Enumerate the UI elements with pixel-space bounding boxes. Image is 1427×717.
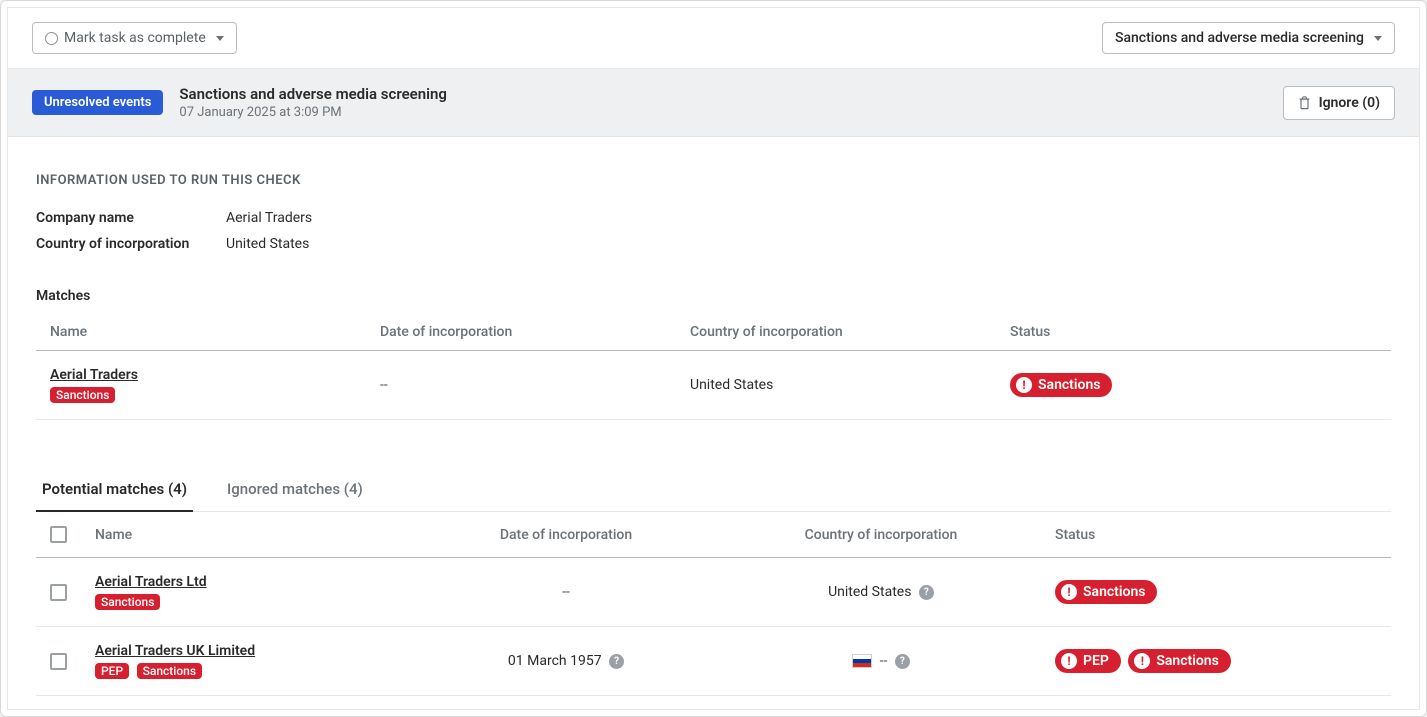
event-title: Sanctions and adverse media screening bbox=[179, 85, 447, 103]
chevron-down-icon bbox=[1374, 36, 1382, 41]
help-icon[interactable]: ? bbox=[895, 654, 910, 669]
alert-icon: ! bbox=[1061, 653, 1077, 669]
info-row: Country of incorporation United States bbox=[36, 236, 1391, 252]
match-country: United States bbox=[828, 584, 911, 600]
col-status: Status bbox=[1041, 512, 1391, 558]
info-value: United States bbox=[226, 236, 309, 252]
sanctions-tag: Sanctions bbox=[50, 387, 115, 403]
col-date: Date of incorporation bbox=[366, 314, 676, 351]
screening-dropdown-label: Sanctions and adverse media screening bbox=[1115, 30, 1364, 46]
alert-icon: ! bbox=[1016, 377, 1032, 393]
info-section-heading: Information used to run this check bbox=[36, 173, 1391, 188]
col-date: Date of incorporation bbox=[411, 512, 721, 558]
chevron-down-icon bbox=[216, 36, 224, 41]
tab-ignored-matches[interactable]: Ignored matches (4) bbox=[221, 468, 369, 512]
trash-icon bbox=[1298, 96, 1311, 110]
screening-dropdown[interactable]: Sanctions and adverse media screening bbox=[1102, 22, 1395, 54]
pep-tag: PEP bbox=[95, 663, 129, 679]
match-row: Aerial Traders Sanctions -- United State… bbox=[36, 351, 1391, 420]
match-tabs: Potential matches (4) Ignored matches (4… bbox=[36, 468, 1391, 512]
row-checkbox[interactable] bbox=[50, 653, 67, 670]
info-label: Country of incorporation bbox=[36, 236, 206, 252]
info-value: Aerial Traders bbox=[226, 210, 312, 226]
col-country: Country of incorporation bbox=[721, 512, 1041, 558]
status-label: Sanctions bbox=[1083, 584, 1145, 600]
match-date: -- bbox=[380, 377, 388, 393]
match-date: -- bbox=[562, 584, 570, 600]
match-date: 01 March 1957 bbox=[508, 653, 602, 669]
alert-icon: ! bbox=[1134, 653, 1150, 669]
potential-match-row: Aerial Traders Ltd Sanctions -- United S… bbox=[36, 558, 1391, 627]
match-name-link[interactable]: Aerial Traders UK Limited bbox=[95, 643, 255, 659]
alert-icon: ! bbox=[1061, 584, 1077, 600]
status-sanctions-pill: ! Sanctions bbox=[1010, 373, 1112, 397]
status-pep-pill: ! PEP bbox=[1055, 649, 1121, 673]
match-country: -- bbox=[880, 653, 888, 669]
ignore-label: Ignore (0) bbox=[1319, 95, 1380, 111]
help-icon[interactable]: ? bbox=[919, 585, 934, 600]
info-row: Company name Aerial Traders bbox=[36, 210, 1391, 226]
status-sanctions-pill: ! Sanctions bbox=[1128, 649, 1230, 673]
event-meta: Sanctions and adverse media screening 07… bbox=[179, 85, 447, 120]
status-label: PEP bbox=[1083, 653, 1109, 669]
mark-complete-button[interactable]: Mark task as complete bbox=[32, 22, 237, 54]
status-sanctions-pill: ! Sanctions bbox=[1055, 580, 1157, 604]
match-country: United States bbox=[690, 377, 773, 393]
potential-match-row: Aerial Traders UK Limited PEP Sanctions … bbox=[36, 627, 1391, 696]
col-name: Name bbox=[81, 512, 411, 558]
col-status: Status bbox=[996, 314, 1391, 351]
event-header: Unresolved events Sanctions and adverse … bbox=[8, 69, 1419, 137]
ignore-button[interactable]: Ignore (0) bbox=[1283, 86, 1395, 120]
event-date: 07 January 2025 at 3:09 PM bbox=[179, 105, 447, 120]
matches-heading: Matches bbox=[36, 288, 1391, 304]
top-bar: Mark task as complete Sanctions and adve… bbox=[8, 8, 1419, 69]
info-label: Company name bbox=[36, 210, 206, 226]
col-name: Name bbox=[36, 314, 366, 351]
match-name-link[interactable]: Aerial Traders Ltd bbox=[95, 574, 207, 590]
col-country: Country of incorporation bbox=[676, 314, 996, 351]
matches-table: Name Date of incorporation Country of in… bbox=[36, 314, 1391, 420]
help-icon[interactable]: ? bbox=[609, 654, 624, 669]
flag-ru-icon bbox=[852, 654, 872, 668]
status-label: Sanctions bbox=[1038, 377, 1100, 393]
status-label: Sanctions bbox=[1156, 653, 1218, 669]
circle-icon bbox=[45, 32, 58, 45]
sanctions-tag: Sanctions bbox=[137, 663, 202, 679]
match-name-link[interactable]: Aerial Traders bbox=[50, 367, 138, 383]
potential-matches-table: Name Date of incorporation Country of in… bbox=[36, 512, 1391, 696]
sanctions-tag: Sanctions bbox=[95, 594, 160, 610]
select-all-checkbox[interactable] bbox=[50, 526, 67, 543]
content-area: Information used to run this check Compa… bbox=[8, 137, 1419, 710]
row-checkbox[interactable] bbox=[50, 584, 67, 601]
mark-complete-label: Mark task as complete bbox=[64, 30, 206, 46]
unresolved-badge: Unresolved events bbox=[32, 90, 163, 115]
tab-potential-matches[interactable]: Potential matches (4) bbox=[36, 468, 193, 512]
